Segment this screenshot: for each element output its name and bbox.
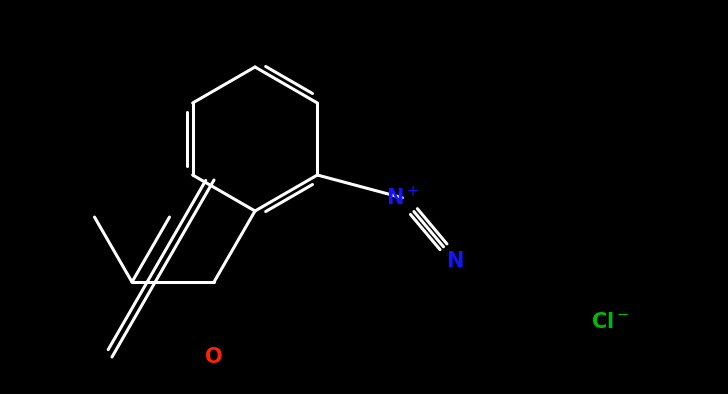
Text: N: N bbox=[446, 251, 464, 271]
Text: Cl$^-$: Cl$^-$ bbox=[591, 312, 629, 332]
Text: N$^+$: N$^+$ bbox=[386, 186, 419, 210]
Text: O: O bbox=[205, 347, 223, 367]
